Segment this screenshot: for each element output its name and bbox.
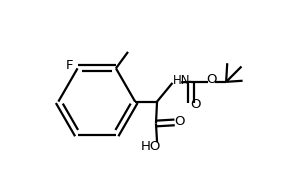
Text: HO: HO <box>141 140 161 153</box>
Text: F: F <box>66 59 73 72</box>
Text: O: O <box>190 98 201 111</box>
Text: O: O <box>174 115 185 128</box>
Text: HN: HN <box>173 74 191 87</box>
Text: O: O <box>206 73 217 86</box>
